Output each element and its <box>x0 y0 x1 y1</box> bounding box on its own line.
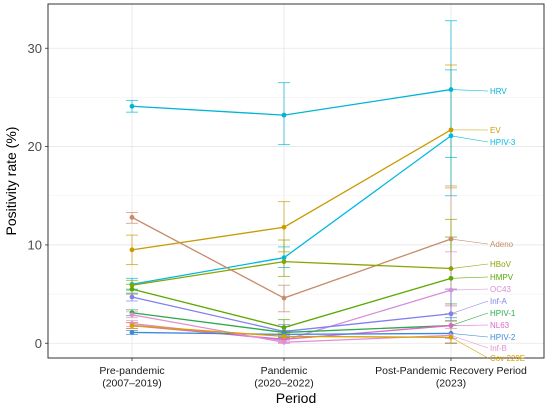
data-point <box>129 286 135 292</box>
data-point <box>129 214 135 220</box>
data-point <box>129 330 135 335</box>
series-line-hbov <box>131 260 452 286</box>
series-label: HPIV-1 <box>490 309 516 318</box>
x-tick-label: Pandemic <box>261 365 308 377</box>
plot-panel-border <box>47 3 545 359</box>
data-point <box>129 282 135 288</box>
data-point <box>281 255 287 261</box>
label-leader-line <box>450 324 489 326</box>
series-label: Inf-A <box>490 297 508 306</box>
x-axis-ticks: Pre-pandemic(2007–2019) Pandemic(2020–202… <box>99 358 527 390</box>
label-leader-line <box>450 337 489 359</box>
data-point <box>281 259 287 265</box>
label-leaders <box>450 89 489 359</box>
series-label: HBoV <box>490 260 512 269</box>
x-tick-label: (2020–2022) <box>254 378 314 390</box>
data-point <box>129 247 135 253</box>
y-axis-title: Positivity rate (%) <box>3 127 19 236</box>
data-point <box>281 339 287 345</box>
series-line-inf-a <box>131 296 452 333</box>
label-leader-line <box>450 276 489 279</box>
label-leader-line <box>450 333 489 338</box>
series-label: HMPV <box>490 273 514 282</box>
label-leader-line <box>450 135 489 143</box>
series-label: HPIV-3 <box>490 138 516 147</box>
x-tick-label: (2023) <box>436 378 466 390</box>
y-tick-label: 10 <box>28 237 42 252</box>
label-leader-line <box>450 288 489 291</box>
x-tick-label: (2007–2019) <box>102 378 162 390</box>
series-labels: HRV EV HPIV-3 Adeno HBoV HMPV OC43 Inf-A HPIV-1 N… <box>490 87 525 363</box>
label-leader-line <box>450 89 489 92</box>
label-leader-line <box>450 263 489 269</box>
data-point <box>281 295 287 301</box>
y-tick-label: 0 <box>35 336 42 351</box>
grid-lines <box>48 4 544 358</box>
y-tick-label: 20 <box>28 139 42 154</box>
series-label: HPIV-2 <box>490 333 516 342</box>
y-tick-label: 30 <box>28 41 42 56</box>
data-point <box>129 312 135 318</box>
series-line-hmpv <box>131 277 452 329</box>
series-points <box>129 87 454 345</box>
series-label: Adeno <box>490 240 514 249</box>
data-point <box>281 325 287 330</box>
data-point <box>129 323 135 328</box>
series-line-hrv <box>131 88 452 116</box>
series-label: EV <box>490 126 501 135</box>
y-axis-ticks: 0 10 20 30 <box>28 41 48 351</box>
data-point <box>129 103 135 109</box>
label-leader-line <box>450 238 489 245</box>
label-leader-line <box>450 312 489 326</box>
label-leader-line <box>450 335 489 349</box>
x-tick-label: Post-Pandemic Recovery Period <box>375 365 527 377</box>
series-label: Inf-B <box>490 344 507 353</box>
series-label: NL63 <box>490 321 510 330</box>
data-point <box>281 333 287 339</box>
series-label: OC43 <box>490 285 511 294</box>
label-leader-line <box>450 300 489 315</box>
x-tick-label: Pre-pandemic <box>99 365 164 377</box>
data-point <box>281 112 287 118</box>
x-axis-title: Period <box>276 390 316 406</box>
series-label: HRV <box>490 87 507 96</box>
series-lines <box>131 88 452 343</box>
data-point <box>281 224 287 230</box>
series-line-adeno <box>131 216 452 299</box>
data-point <box>129 294 135 300</box>
series-label: Cov 229E <box>490 354 525 363</box>
series-line-ev <box>131 129 452 251</box>
